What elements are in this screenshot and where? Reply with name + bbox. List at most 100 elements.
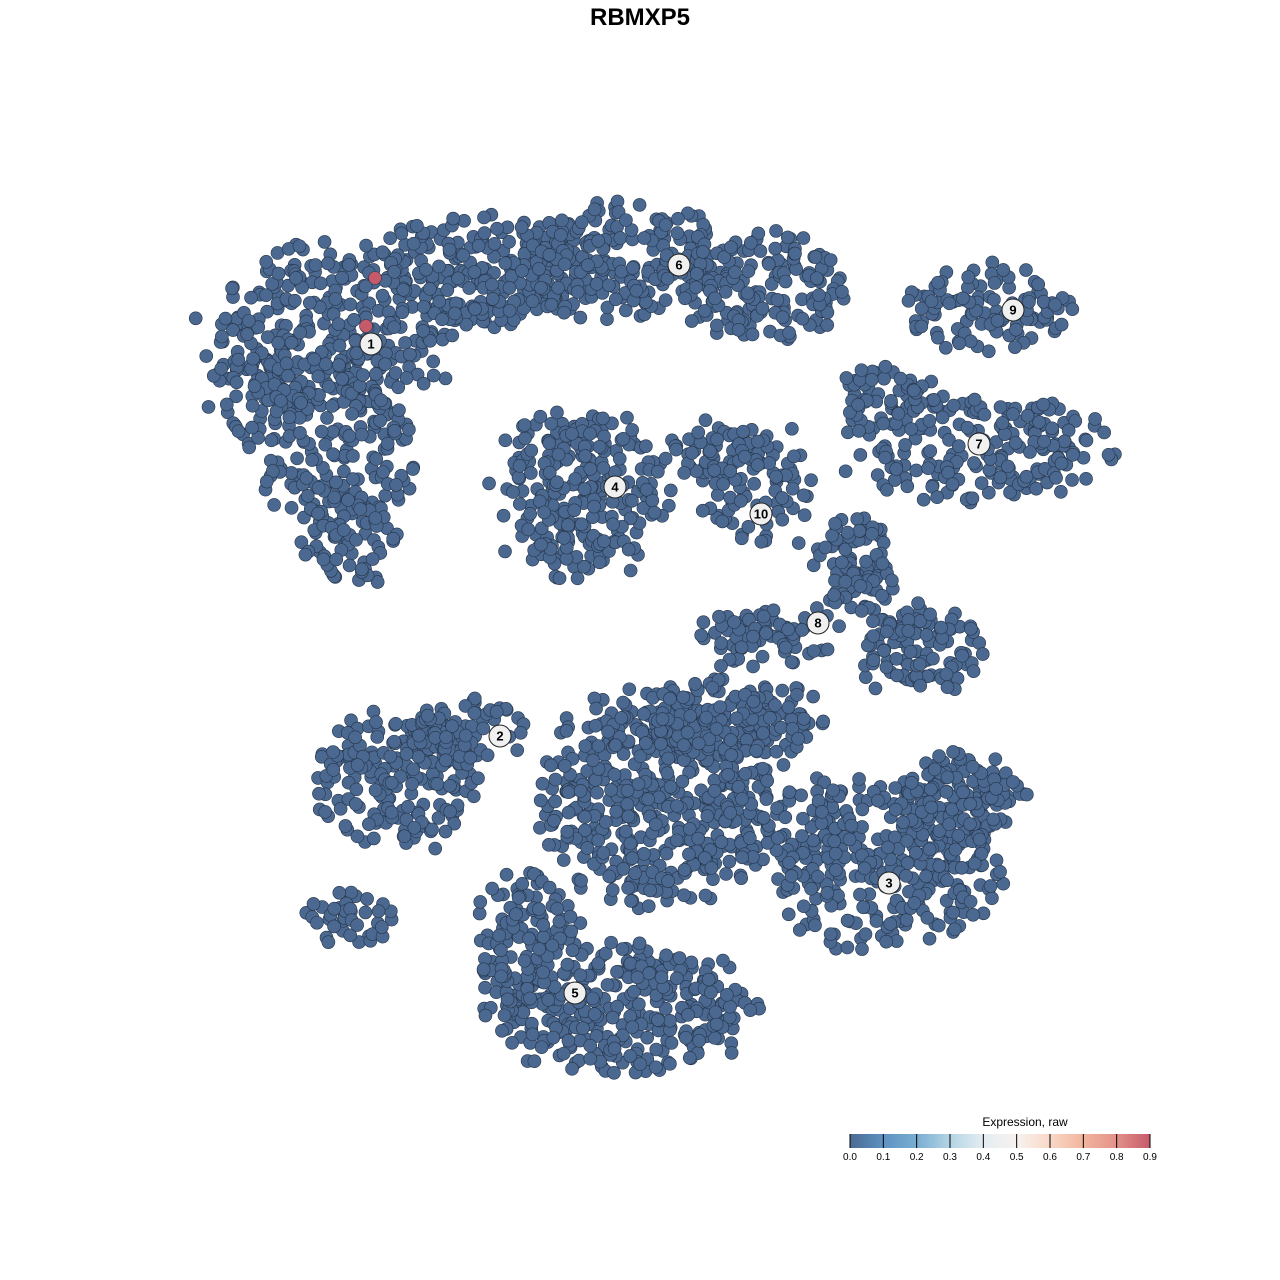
cluster-label-text: 7	[975, 437, 982, 452]
cell-point	[670, 226, 685, 240]
cell-point	[775, 512, 790, 527]
cell-point	[527, 1054, 542, 1069]
cell-point	[576, 1021, 590, 1035]
cell-point	[1008, 436, 1023, 450]
cell-point	[332, 358, 346, 372]
cell-point	[365, 552, 380, 566]
cell-point	[663, 1057, 677, 1071]
cell-point	[521, 522, 536, 537]
cell-point	[557, 531, 571, 545]
cell-point	[823, 927, 838, 941]
cell-point	[782, 785, 797, 799]
cell-point	[775, 683, 790, 698]
cell-point	[265, 277, 279, 291]
cell-point	[630, 970, 645, 985]
cell-point	[723, 805, 738, 820]
cell-point	[889, 652, 904, 666]
cell-point	[368, 511, 383, 525]
cell-point	[502, 303, 517, 318]
cluster-label-text: 4	[611, 480, 619, 495]
cell-point	[926, 651, 940, 666]
cell-point	[542, 248, 557, 262]
cell-point	[1020, 787, 1034, 802]
cell-point	[875, 556, 890, 571]
cell-point	[785, 481, 800, 496]
cell-point	[750, 434, 765, 449]
cell-point	[215, 329, 229, 344]
cell-point	[663, 1013, 677, 1028]
cell-point	[942, 296, 957, 311]
cell-point	[691, 736, 706, 751]
cell-point	[825, 528, 839, 543]
cell-point	[426, 368, 441, 383]
cluster-label-text: 2	[496, 729, 503, 744]
cell-point	[281, 369, 295, 383]
cell-point	[782, 855, 796, 870]
cell-point	[229, 375, 244, 390]
cell-point	[899, 913, 914, 927]
cell-point	[443, 804, 457, 819]
cell-point	[524, 466, 538, 480]
cell-point	[692, 1033, 706, 1048]
cell-point	[972, 832, 987, 847]
cell-point	[710, 318, 724, 333]
cell-point	[245, 420, 259, 435]
cell-point	[955, 648, 969, 663]
cell-point	[662, 498, 676, 513]
cell-point	[694, 628, 708, 643]
cell-point	[1036, 294, 1051, 309]
cell-point	[509, 907, 523, 922]
cell-point	[548, 772, 563, 787]
cell-point	[879, 934, 894, 949]
cell-point	[476, 721, 491, 736]
cell-point	[660, 271, 675, 286]
cell-point	[560, 824, 575, 839]
cell-point	[604, 783, 618, 797]
cell-point	[359, 238, 373, 253]
cell-point	[721, 767, 735, 782]
cell-point	[583, 462, 598, 476]
cluster-label-text: 6	[675, 258, 682, 273]
cell-point	[781, 622, 795, 637]
cell-point	[951, 439, 966, 453]
cell-point	[866, 629, 881, 643]
cell-point	[368, 783, 383, 798]
cell-point	[719, 867, 733, 881]
cell-point	[586, 753, 600, 768]
cell-point	[556, 853, 571, 867]
cell-point	[939, 667, 954, 682]
cell-point	[816, 714, 831, 729]
cell-point	[911, 596, 925, 611]
cell-point	[430, 777, 445, 791]
cell-point	[956, 785, 970, 800]
cell-point	[781, 907, 796, 922]
cell-point	[651, 464, 665, 479]
cell-point	[770, 293, 785, 307]
cell-point	[570, 285, 585, 299]
cell-point	[898, 438, 912, 452]
cell-point	[544, 758, 558, 773]
cell-point	[921, 461, 935, 476]
cell-point	[511, 891, 526, 905]
cell-point	[746, 694, 761, 709]
cell-point	[715, 514, 730, 529]
cell-point	[985, 891, 999, 906]
cell-point	[946, 398, 961, 413]
cell-point	[904, 775, 919, 790]
cell-point	[1009, 322, 1023, 337]
cell-point	[378, 488, 393, 503]
cell-point	[505, 1036, 519, 1050]
cell-point	[512, 459, 527, 473]
cell-point	[791, 536, 806, 550]
cell-point	[942, 817, 956, 832]
cell-point	[605, 883, 620, 897]
cell-point	[605, 1010, 620, 1025]
cell-point	[940, 873, 954, 888]
cell-point	[556, 1046, 571, 1061]
cell-point	[682, 1050, 697, 1065]
cell-point	[565, 426, 579, 441]
cell-point	[438, 753, 453, 768]
cell-point	[641, 899, 656, 913]
cell-point	[552, 571, 567, 586]
cell-point	[827, 588, 841, 602]
